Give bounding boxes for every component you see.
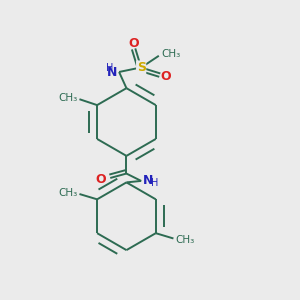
Text: H: H bbox=[106, 63, 114, 74]
Text: S: S bbox=[137, 61, 146, 74]
Text: O: O bbox=[95, 173, 106, 186]
Text: N: N bbox=[107, 66, 118, 80]
Text: O: O bbox=[160, 70, 171, 83]
Text: CH₃: CH₃ bbox=[59, 93, 78, 103]
Text: H: H bbox=[151, 178, 158, 188]
Text: CH₃: CH₃ bbox=[175, 235, 194, 245]
Text: N: N bbox=[142, 173, 153, 187]
Text: O: O bbox=[128, 37, 139, 50]
Text: CH₃: CH₃ bbox=[59, 188, 78, 198]
Text: CH₃: CH₃ bbox=[162, 49, 181, 59]
